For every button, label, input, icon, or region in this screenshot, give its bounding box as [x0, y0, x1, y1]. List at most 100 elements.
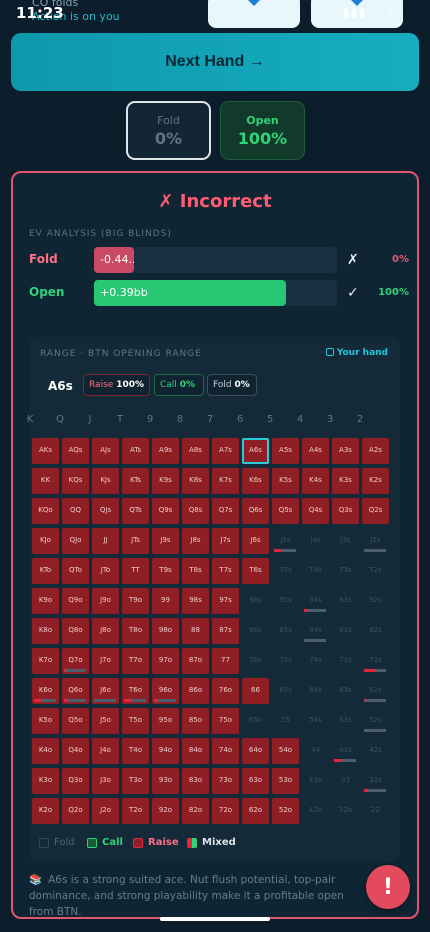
next-hand-button[interactable]: Next Hand →	[11, 33, 419, 91]
range-cell[interactable]: J4s	[302, 528, 329, 554]
range-cell[interactable]: J6o	[92, 678, 119, 704]
range-cell[interactable]: 65s	[272, 678, 299, 704]
range-cell[interactable]: J4o	[92, 738, 119, 764]
range-cell[interactable]: T8o	[122, 618, 149, 644]
range-cell[interactable]: 77	[212, 648, 239, 674]
range-cell[interactable]: J5o	[92, 708, 119, 734]
range-cell[interactable]: T5o	[122, 708, 149, 734]
range-cell[interactable]: Q5o	[62, 708, 89, 734]
range-cell[interactable]: 43o	[302, 768, 329, 794]
range-cell[interactable]: ATs	[122, 438, 149, 464]
range-cell[interactable]: KQo	[32, 498, 59, 524]
range-cell[interactable]: TT	[122, 558, 149, 584]
range-cell[interactable]: AQs	[62, 438, 89, 464]
range-cell[interactable]: 73s	[332, 648, 359, 674]
range-cell[interactable]: Q2s	[362, 498, 389, 524]
range-cell[interactable]: 63o	[242, 768, 269, 794]
range-cell[interactable]: 75o	[212, 708, 239, 734]
range-cell[interactable]: QTo	[62, 558, 89, 584]
range-cell[interactable]: J5s	[272, 528, 299, 554]
range-cell[interactable]: K3s	[332, 468, 359, 494]
range-cell[interactable]: 32s	[362, 768, 389, 794]
range-cell[interactable]: J2o	[92, 798, 119, 824]
range-cell[interactable]: A4s	[302, 438, 329, 464]
range-cell[interactable]: K2o	[32, 798, 59, 824]
range-cell[interactable]: Q6o	[62, 678, 89, 704]
range-cell[interactable]: K6s	[242, 468, 269, 494]
range-cell[interactable]: T8s	[182, 558, 209, 584]
range-cell[interactable]: QJs	[92, 498, 119, 524]
range-cell[interactable]: K2s	[362, 468, 389, 494]
range-cell[interactable]: 42o	[302, 798, 329, 824]
range-cell[interactable]: 64o	[242, 738, 269, 764]
range-cell[interactable]: K3o	[32, 768, 59, 794]
range-cell[interactable]: J3o	[92, 768, 119, 794]
range-cell[interactable]: 72o	[212, 798, 239, 824]
range-cell[interactable]: J8s	[182, 528, 209, 554]
range-cell[interactable]: 54o	[272, 738, 299, 764]
range-cell[interactable]: 43s	[332, 738, 359, 764]
range-cell[interactable]: 52o	[272, 798, 299, 824]
range-cell[interactable]: T4o	[122, 738, 149, 764]
range-cell[interactable]: K9o	[32, 588, 59, 614]
range-cell[interactable]: 94s	[302, 588, 329, 614]
range-cell[interactable]: 94o	[152, 738, 179, 764]
range-cell[interactable]: Q3s	[332, 498, 359, 524]
range-cell[interactable]: Q3o	[62, 768, 89, 794]
range-cell[interactable]: 73o	[212, 768, 239, 794]
range-cell[interactable]: T7o	[122, 648, 149, 674]
range-cell[interactable]: T5s	[272, 558, 299, 584]
range-cell[interactable]: 87s	[212, 618, 239, 644]
range-cell[interactable]: 83o	[182, 768, 209, 794]
range-cell[interactable]: 62o	[242, 798, 269, 824]
range-cell[interactable]: K5s	[272, 468, 299, 494]
range-cell[interactable]: 86o	[182, 678, 209, 704]
range-cell[interactable]: T9o	[122, 588, 149, 614]
range-cell[interactable]: 87o	[182, 648, 209, 674]
range-cell[interactable]: K7s	[212, 468, 239, 494]
top-card-left[interactable]	[208, 0, 300, 28]
range-cell[interactable]: T2s	[362, 558, 389, 584]
range-cell[interactable]: 84o	[182, 738, 209, 764]
range-cell[interactable]: 76o	[212, 678, 239, 704]
range-cell[interactable]: T6s	[242, 558, 269, 584]
range-cell[interactable]: Q6s	[242, 498, 269, 524]
range-cell[interactable]: 93o	[152, 768, 179, 794]
range-cell[interactable]: Q9o	[62, 588, 89, 614]
range-cell[interactable]: 99	[152, 588, 179, 614]
range-cell[interactable]: 82o	[182, 798, 209, 824]
range-cell[interactable]: 96o	[152, 678, 179, 704]
range-cell[interactable]: 55	[272, 708, 299, 734]
range-cell[interactable]: T6o	[122, 678, 149, 704]
range-cell[interactable]: A6s	[242, 438, 269, 464]
range-cell[interactable]: 64s	[302, 678, 329, 704]
range-cell[interactable]: J9o	[92, 588, 119, 614]
range-cell[interactable]: 66	[242, 678, 269, 704]
range-cell[interactable]: 92s	[362, 588, 389, 614]
range-cell[interactable]: 92o	[152, 798, 179, 824]
range-cell[interactable]: 42s	[362, 738, 389, 764]
range-cell[interactable]: Q4o	[62, 738, 89, 764]
range-cell[interactable]: 33	[332, 768, 359, 794]
range-cell[interactable]: J8o	[92, 618, 119, 644]
range-cell[interactable]: 53s	[332, 708, 359, 734]
range-cell[interactable]: KK	[32, 468, 59, 494]
range-cell[interactable]: AJs	[92, 438, 119, 464]
range-cell[interactable]: K5o	[32, 708, 59, 734]
range-cell[interactable]: 52s	[362, 708, 389, 734]
range-cell[interactable]: 72s	[362, 648, 389, 674]
range-cell[interactable]: KTs	[122, 468, 149, 494]
range-cell[interactable]: 54s	[302, 708, 329, 734]
range-cell[interactable]: 98s	[182, 588, 209, 614]
range-cell[interactable]: 98o	[152, 618, 179, 644]
range-cell[interactable]: KJs	[92, 468, 119, 494]
range-cell[interactable]: J7o	[92, 648, 119, 674]
range-cell[interactable]: 84s	[302, 618, 329, 644]
range-cell[interactable]: 32o	[332, 798, 359, 824]
range-cell[interactable]: A8s	[182, 438, 209, 464]
range-cell[interactable]: JTo	[92, 558, 119, 584]
range-cell[interactable]: JJ	[92, 528, 119, 554]
range-cell[interactable]: T4s	[302, 558, 329, 584]
range-cell[interactable]: J7s	[212, 528, 239, 554]
range-cell[interactable]: Q2o	[62, 798, 89, 824]
